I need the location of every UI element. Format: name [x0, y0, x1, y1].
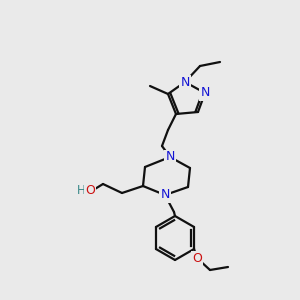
Text: O: O: [192, 251, 202, 265]
Text: H: H: [76, 184, 85, 197]
Text: N: N: [200, 86, 210, 100]
Text: N: N: [165, 151, 175, 164]
Text: N: N: [160, 188, 170, 202]
Text: N: N: [180, 76, 190, 88]
Text: O: O: [85, 184, 95, 197]
